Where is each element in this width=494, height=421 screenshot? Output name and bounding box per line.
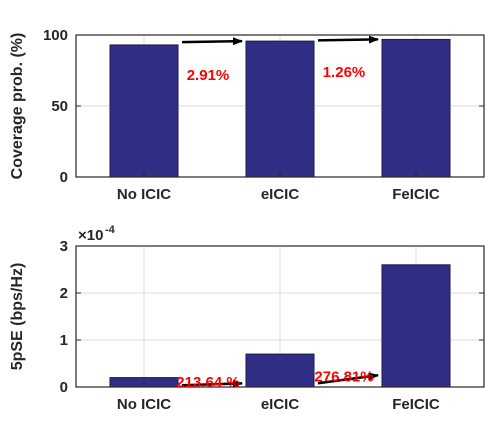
annotation-arrow [317,372,379,385]
y-exponent-power: -4 [105,224,116,236]
x-tick-label: No ICIC [117,186,171,203]
y-tick-label: 0 [60,169,68,186]
annotation-label: 213.64 % [176,374,239,391]
y-tick-label: 50 [51,98,68,115]
annotation-arrow [181,37,243,46]
bar-eicic [245,40,315,178]
annotation-label: 1.26% [323,64,366,81]
bar-eicic [245,353,315,388]
x-tick-label: FeICIC [392,396,440,413]
annotation-arrow [181,379,243,388]
x-tick-label: FeICIC [392,186,440,203]
bar-feicic [381,38,451,178]
y-tick-label: 3 [60,238,68,255]
annotation-arrow [317,35,379,44]
y-axis-label: 5pSE (bps/Hz) [9,263,26,371]
y-tick-label: 100 [43,27,68,44]
y-tick-label: 0 [60,379,68,396]
y-tick-label: 1 [60,332,68,349]
bar-feicic [381,264,451,388]
bar-no-icic [109,44,179,178]
annotation-label: 276.81% [314,369,373,386]
y-exponent-base: ×10 [78,227,103,244]
y-tick-label: 2 [60,285,68,302]
annotation-label: 2.91% [187,67,230,84]
x-tick-label: eICIC [261,186,300,203]
x-tick-label: No ICIC [117,396,171,413]
y-axis-label: Coverage prob. (%) [9,33,26,180]
x-tick-label: eICIC [261,396,300,413]
